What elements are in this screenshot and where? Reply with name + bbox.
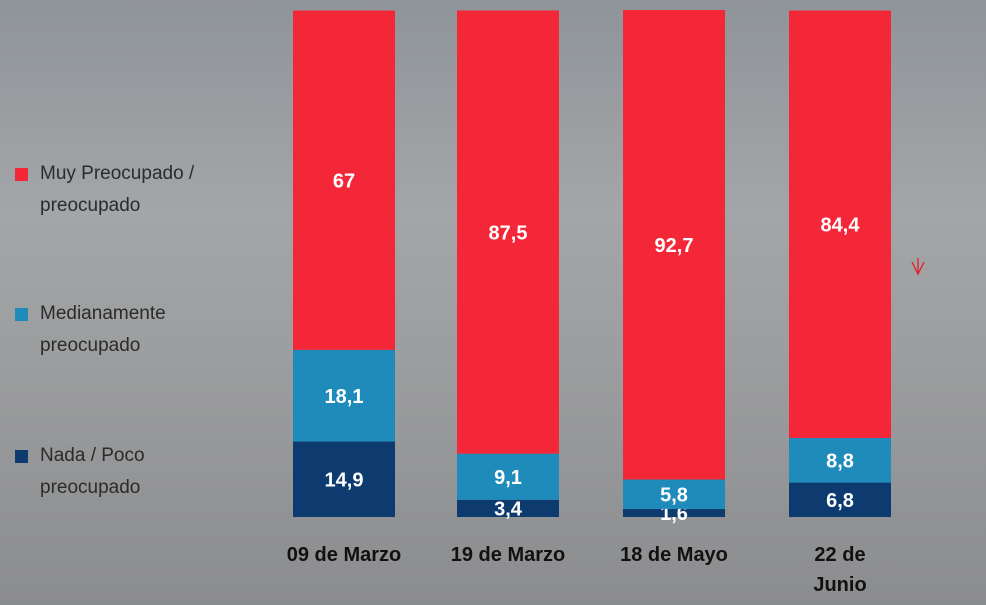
legend-label: Nada / Poco preocupado xyxy=(40,445,145,498)
x-tick-label: 09 de Marzo xyxy=(286,544,402,566)
data-label: 84,4 xyxy=(821,215,861,237)
x-tick-label: 18 de Mayo xyxy=(620,544,728,566)
bar-segment xyxy=(293,10,395,350)
data-label: 92,7 xyxy=(655,235,694,257)
bar-segment xyxy=(293,349,395,442)
bar-segment xyxy=(623,10,725,480)
data-label: 14,9 xyxy=(325,470,364,492)
x-tick-label: 19 de Marzo xyxy=(450,544,566,566)
bar-segment xyxy=(457,453,559,500)
legend-swatch xyxy=(15,450,28,463)
bar-segment xyxy=(789,10,891,438)
data-label: 87,5 xyxy=(489,222,528,244)
bar-segment xyxy=(457,10,559,454)
x-tick-label: 22 de Junio xyxy=(813,544,867,596)
data-label: 67 xyxy=(333,170,355,192)
data-label: 5,8 xyxy=(660,484,688,506)
legend-label: Muy Preocupado / preocupado xyxy=(40,163,195,216)
legend-swatch xyxy=(15,308,28,321)
legend-swatch xyxy=(15,168,28,181)
data-label: 8,8 xyxy=(826,451,854,473)
data-label: 9,1 xyxy=(494,467,522,489)
bar-segment xyxy=(623,508,725,517)
bar-segment xyxy=(623,479,725,509)
data-label: 18,1 xyxy=(325,386,364,408)
arrow-icon xyxy=(911,258,925,276)
data-label: 6,8 xyxy=(826,490,854,512)
bar-segment xyxy=(789,482,891,517)
bar-segment xyxy=(293,441,395,517)
data-label: 3,4 xyxy=(494,499,523,521)
legend-label: Medianamente preocupado xyxy=(40,303,166,356)
bar-segment xyxy=(457,499,559,517)
bar-segment xyxy=(789,437,891,483)
